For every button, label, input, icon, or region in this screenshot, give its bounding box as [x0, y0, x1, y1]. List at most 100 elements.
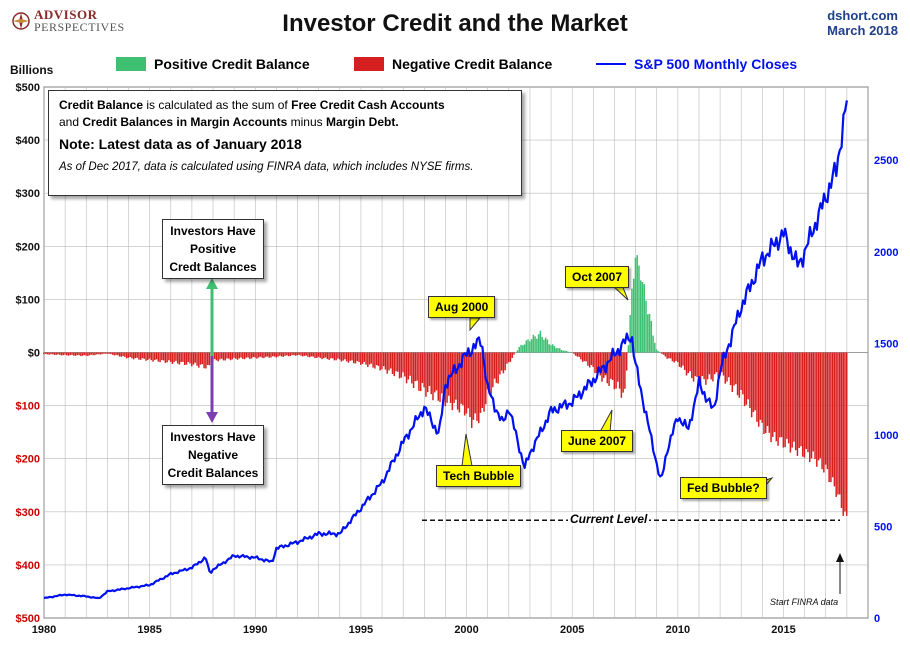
negative-bar — [205, 352, 207, 369]
negative-bar — [337, 352, 339, 359]
negative-bar — [219, 352, 221, 360]
negative-bar — [162, 352, 165, 361]
negative-bar — [183, 352, 186, 366]
negative-bar — [88, 352, 91, 356]
negative-bar — [69, 352, 72, 356]
negative-bar — [368, 352, 371, 365]
negative-bar — [845, 352, 848, 516]
negative-bar — [300, 352, 302, 356]
negative-bar — [728, 352, 730, 378]
negative-bar — [83, 352, 86, 356]
negative-bar — [145, 352, 147, 361]
negative-bar — [99, 352, 101, 355]
negative-bar — [497, 352, 499, 384]
negative-bar — [76, 352, 79, 356]
positive-bar — [520, 344, 522, 353]
negative-bar — [321, 352, 323, 360]
positive-bar — [648, 313, 651, 353]
negative-bar — [81, 352, 84, 356]
negative-bar — [840, 352, 843, 508]
negative-bar — [254, 352, 256, 358]
positive-swatch — [116, 57, 146, 71]
negative-bar — [48, 352, 50, 355]
negative-bar — [453, 352, 455, 404]
negative-bar — [298, 352, 300, 355]
positive-bar — [641, 282, 644, 353]
negative-bar — [449, 352, 452, 403]
negative-bar — [733, 352, 735, 386]
negative-bar — [229, 352, 232, 361]
negative-bar — [87, 352, 89, 357]
negative-bar — [338, 352, 341, 360]
negative-bar — [701, 352, 704, 377]
current-level-label: Current Level — [568, 512, 650, 526]
negative-bar — [838, 352, 841, 495]
negative-bar — [340, 352, 343, 362]
negative-bar — [703, 352, 705, 380]
negative-bar — [474, 352, 476, 414]
negative-bar — [58, 352, 61, 355]
negative-bar — [819, 352, 822, 459]
negative-bar — [624, 352, 626, 389]
negative-bar — [323, 352, 325, 359]
negative-bar — [796, 352, 799, 456]
negative-bar — [50, 352, 52, 355]
negative-bar — [168, 352, 170, 361]
negative-bar — [273, 352, 276, 357]
negative-bar — [812, 352, 815, 452]
negative-bar — [610, 352, 612, 379]
negative-bar — [129, 352, 131, 358]
negative-bar — [673, 352, 675, 363]
right-tick-label: 1000 — [874, 430, 898, 442]
positive-bar — [518, 346, 521, 353]
negative-bar — [685, 352, 688, 376]
negative-bar — [224, 352, 226, 361]
negative-bar — [731, 352, 734, 392]
negative-bar — [117, 352, 119, 356]
positive-bar — [541, 336, 543, 353]
negative-bar — [245, 352, 248, 358]
x-tick-label: 2000 — [454, 624, 478, 636]
negative-bar — [430, 352, 432, 395]
negative-bar — [492, 352, 494, 388]
negative-bar — [400, 352, 403, 378]
negative-bar — [182, 352, 184, 362]
negative-bar — [421, 352, 424, 383]
negative-bar — [78, 352, 80, 356]
negative-bar — [316, 352, 318, 358]
left-tick-label: $500 — [16, 613, 40, 625]
positive-bar — [546, 339, 549, 353]
negative-bar — [588, 352, 591, 368]
negative-bar — [118, 352, 121, 357]
negative-bar — [814, 352, 816, 459]
negative-bar — [472, 352, 475, 420]
negative-bar — [747, 352, 749, 400]
negative-bar — [171, 352, 174, 364]
negative-bar — [507, 352, 510, 363]
negative-bar — [666, 352, 668, 359]
negative-bar — [111, 352, 114, 355]
source-info: dshort.com March 2018 — [827, 8, 898, 38]
negative-bar — [395, 352, 397, 372]
left-tick-label: $100 — [16, 294, 40, 306]
negative-bar — [351, 352, 353, 361]
negative-bar — [493, 352, 496, 379]
negative-bar — [793, 352, 795, 442]
negative-bar — [451, 352, 454, 411]
source-date: March 2018 — [827, 23, 898, 38]
negative-bar — [828, 352, 830, 483]
negative-bar — [671, 352, 674, 362]
right-tick-label: 2000 — [874, 247, 898, 259]
negative-bar — [358, 352, 360, 363]
negative-bar — [235, 352, 237, 359]
negative-bar — [692, 352, 695, 382]
negative-bar — [470, 352, 473, 428]
negative-bar — [425, 352, 427, 397]
negative-bar — [242, 352, 244, 359]
negative-bar — [73, 352, 75, 356]
negative-bar — [238, 352, 241, 359]
negative-bar — [810, 352, 813, 459]
negative-bar — [448, 352, 450, 396]
negative-bar — [699, 352, 702, 384]
positive-bar — [534, 336, 536, 353]
